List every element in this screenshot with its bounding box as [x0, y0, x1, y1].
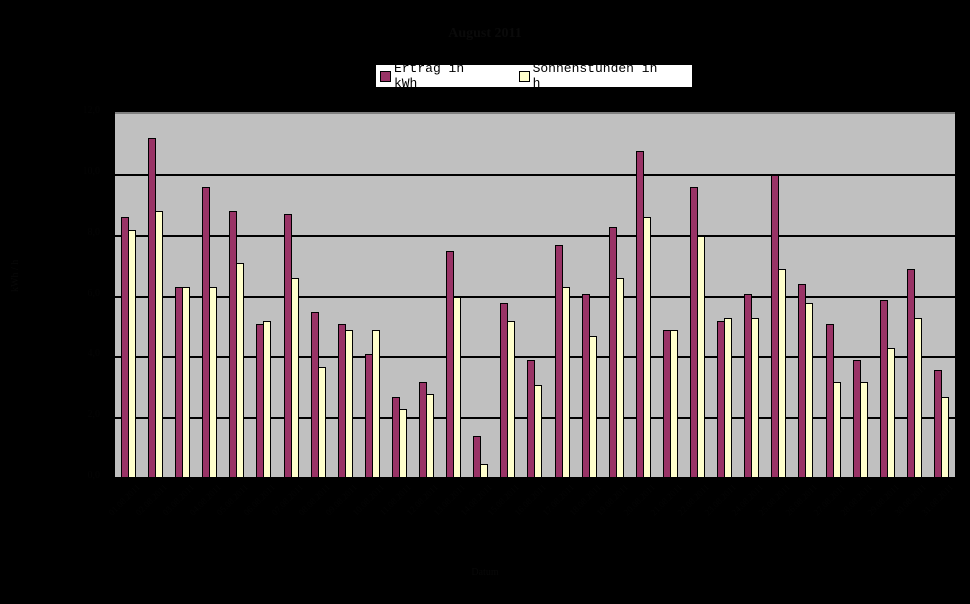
bar-sonnenstunden — [534, 384, 543, 477]
bar-sonnenstunden — [832, 381, 841, 477]
bar-sonnenstunden — [155, 211, 164, 477]
bar-sonnenstunden — [344, 330, 353, 477]
chart-title: August 2011 — [448, 26, 522, 41]
bar-sonnenstunden — [778, 269, 787, 477]
y-tick-label: 10,0 — [82, 165, 101, 177]
plot-area — [115, 112, 955, 479]
legend-swatch-sonnenstunden — [518, 70, 530, 82]
legend-swatch-ertrag — [380, 70, 391, 82]
legend-item-ertrag: Ertrag in kWh — [380, 61, 495, 91]
bar-sonnenstunden — [642, 217, 651, 477]
legend-label-sonnenstunden: Sonnenstunden in h — [532, 61, 658, 91]
legend: Ertrag in kWh Sonnenstunden in h — [376, 61, 692, 91]
bar-sonnenstunden — [263, 320, 272, 477]
bar-sonnenstunden — [398, 409, 407, 477]
bar-sonnenstunden — [290, 278, 299, 477]
y-tick-label: 12,0 — [82, 105, 101, 116]
y-tick-label: 6,0 — [87, 287, 101, 299]
bar-sonnenstunden — [236, 263, 245, 477]
bar-sonnenstunden — [561, 287, 570, 477]
y-axis-line — [113, 112, 115, 479]
bar-sonnenstunden — [426, 393, 435, 477]
y-tick-label: 8,0 — [87, 226, 101, 238]
x-axis-title: Datum — [471, 567, 499, 578]
bar-sonnenstunden — [588, 336, 597, 477]
bar-sonnenstunden — [669, 330, 678, 477]
bar-sonnenstunden — [182, 287, 191, 477]
bar-ertrag — [473, 436, 482, 477]
y-tick-label: 2,0 — [87, 409, 101, 421]
legend-label-ertrag: Ertrag in kWh — [393, 61, 465, 91]
x-axis-line — [115, 477, 955, 479]
bar-sonnenstunden — [940, 396, 949, 477]
bar-sonnenstunden — [507, 320, 516, 477]
bar-sonnenstunden — [886, 348, 895, 477]
bar-sonnenstunden — [805, 302, 814, 477]
bar-sonnenstunden — [724, 317, 733, 477]
y-tick-label: 4,0 — [87, 348, 101, 360]
bar-sonnenstunden — [317, 366, 326, 477]
bar-sonnenstunden — [615, 278, 624, 477]
bar-sonnenstunden — [913, 317, 922, 477]
bar-sonnenstunden — [751, 317, 760, 477]
y-tick-label: 0,0 — [87, 470, 101, 481]
bar-sonnenstunden — [371, 330, 380, 477]
gridline — [115, 295, 955, 298]
bar-sonnenstunden — [209, 287, 218, 477]
gridline — [115, 234, 955, 237]
x-tick-label: 01.08.2011 — [106, 482, 143, 518]
gridline — [115, 356, 955, 359]
bar-sonnenstunden — [859, 381, 868, 477]
bar-sonnenstunden — [480, 463, 489, 477]
legend-item-sonnenstunden: Sonnenstunden in h — [518, 61, 672, 91]
bar-sonnenstunden — [128, 229, 136, 477]
bar-sonnenstunden — [697, 235, 706, 477]
gridline — [115, 173, 955, 176]
bar-sonnenstunden — [453, 296, 462, 477]
y-axis-title: kWh / h — [10, 259, 21, 292]
